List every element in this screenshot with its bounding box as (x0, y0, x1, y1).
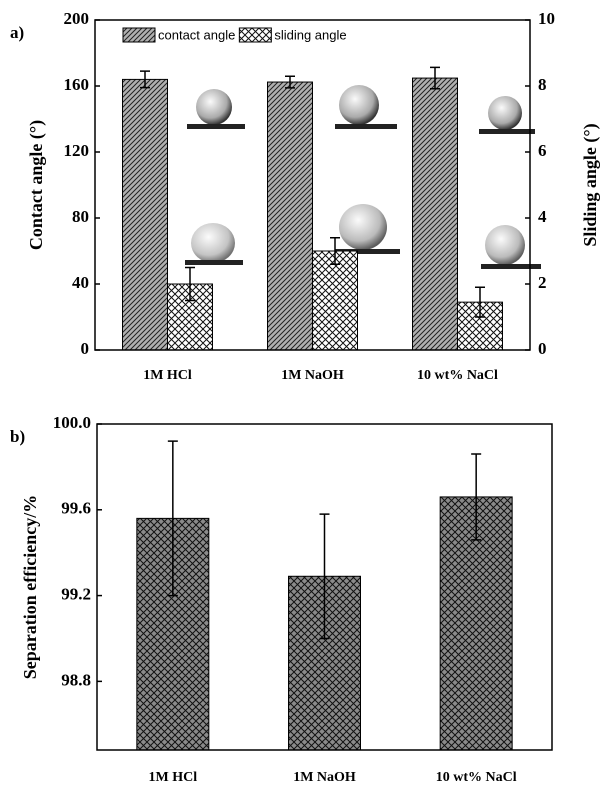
panel-label: a) (10, 23, 24, 42)
x-tick-label: 1M HCl (149, 770, 198, 785)
y2-axis-label: Sliding angle (°) (580, 123, 601, 246)
y-tick-label: 100.0 (53, 413, 91, 432)
error-bar (430, 66, 440, 90)
legend-label: contact angle (158, 27, 235, 42)
error-bar (140, 70, 150, 89)
y2-tick-label: 0 (538, 339, 547, 358)
y-tick-label: 0 (81, 339, 90, 358)
y2-tick-label: 4 (538, 207, 547, 226)
plot-frame (96, 423, 553, 751)
error-bar (167, 440, 178, 597)
y2-tick-label: 2 (538, 273, 547, 292)
legend-label: sliding angle (274, 27, 346, 42)
x-tick-label: 1M NaOH (281, 368, 344, 383)
error-bar (475, 286, 485, 318)
y-tick-label: 200 (64, 9, 90, 28)
error-bar (185, 266, 195, 302)
x-tick-label: 10 wt% NaCl (417, 368, 498, 383)
bar (412, 77, 458, 351)
y-tick-label: 99.6 (61, 499, 91, 518)
error-bar (285, 75, 295, 89)
y-tick-label: 40 (72, 273, 89, 292)
bar (312, 250, 358, 351)
y-tick-label: 80 (72, 207, 89, 226)
y-tick-label: 120 (64, 141, 90, 160)
y-axis-label: Separation efficiency/% (20, 495, 40, 679)
y-axis-label: Contact angle (°) (26, 120, 47, 250)
x-tick-label: 1M HCl (143, 368, 192, 383)
x-tick-label: 1M NaOH (293, 770, 356, 785)
plot-frame (94, 19, 531, 351)
y-tick-label: 99.2 (61, 584, 91, 603)
droplet-images (185, 85, 541, 269)
panel-label: b) (10, 427, 25, 446)
legend-swatch (238, 27, 272, 43)
error-bar (319, 513, 330, 640)
x-tick-label: 10 wt% NaCl (436, 770, 517, 785)
legend-swatch (122, 27, 156, 43)
y2-tick-label: 8 (538, 75, 547, 94)
y2-tick-label: 10 (538, 9, 555, 28)
bar (122, 78, 168, 351)
y-tick-label: 160 (64, 75, 90, 94)
error-bar (330, 237, 340, 265)
y2-tick-label: 6 (538, 141, 547, 160)
error-bar (471, 453, 482, 541)
y-tick-label: 98.8 (61, 670, 91, 689)
bar (267, 81, 313, 351)
